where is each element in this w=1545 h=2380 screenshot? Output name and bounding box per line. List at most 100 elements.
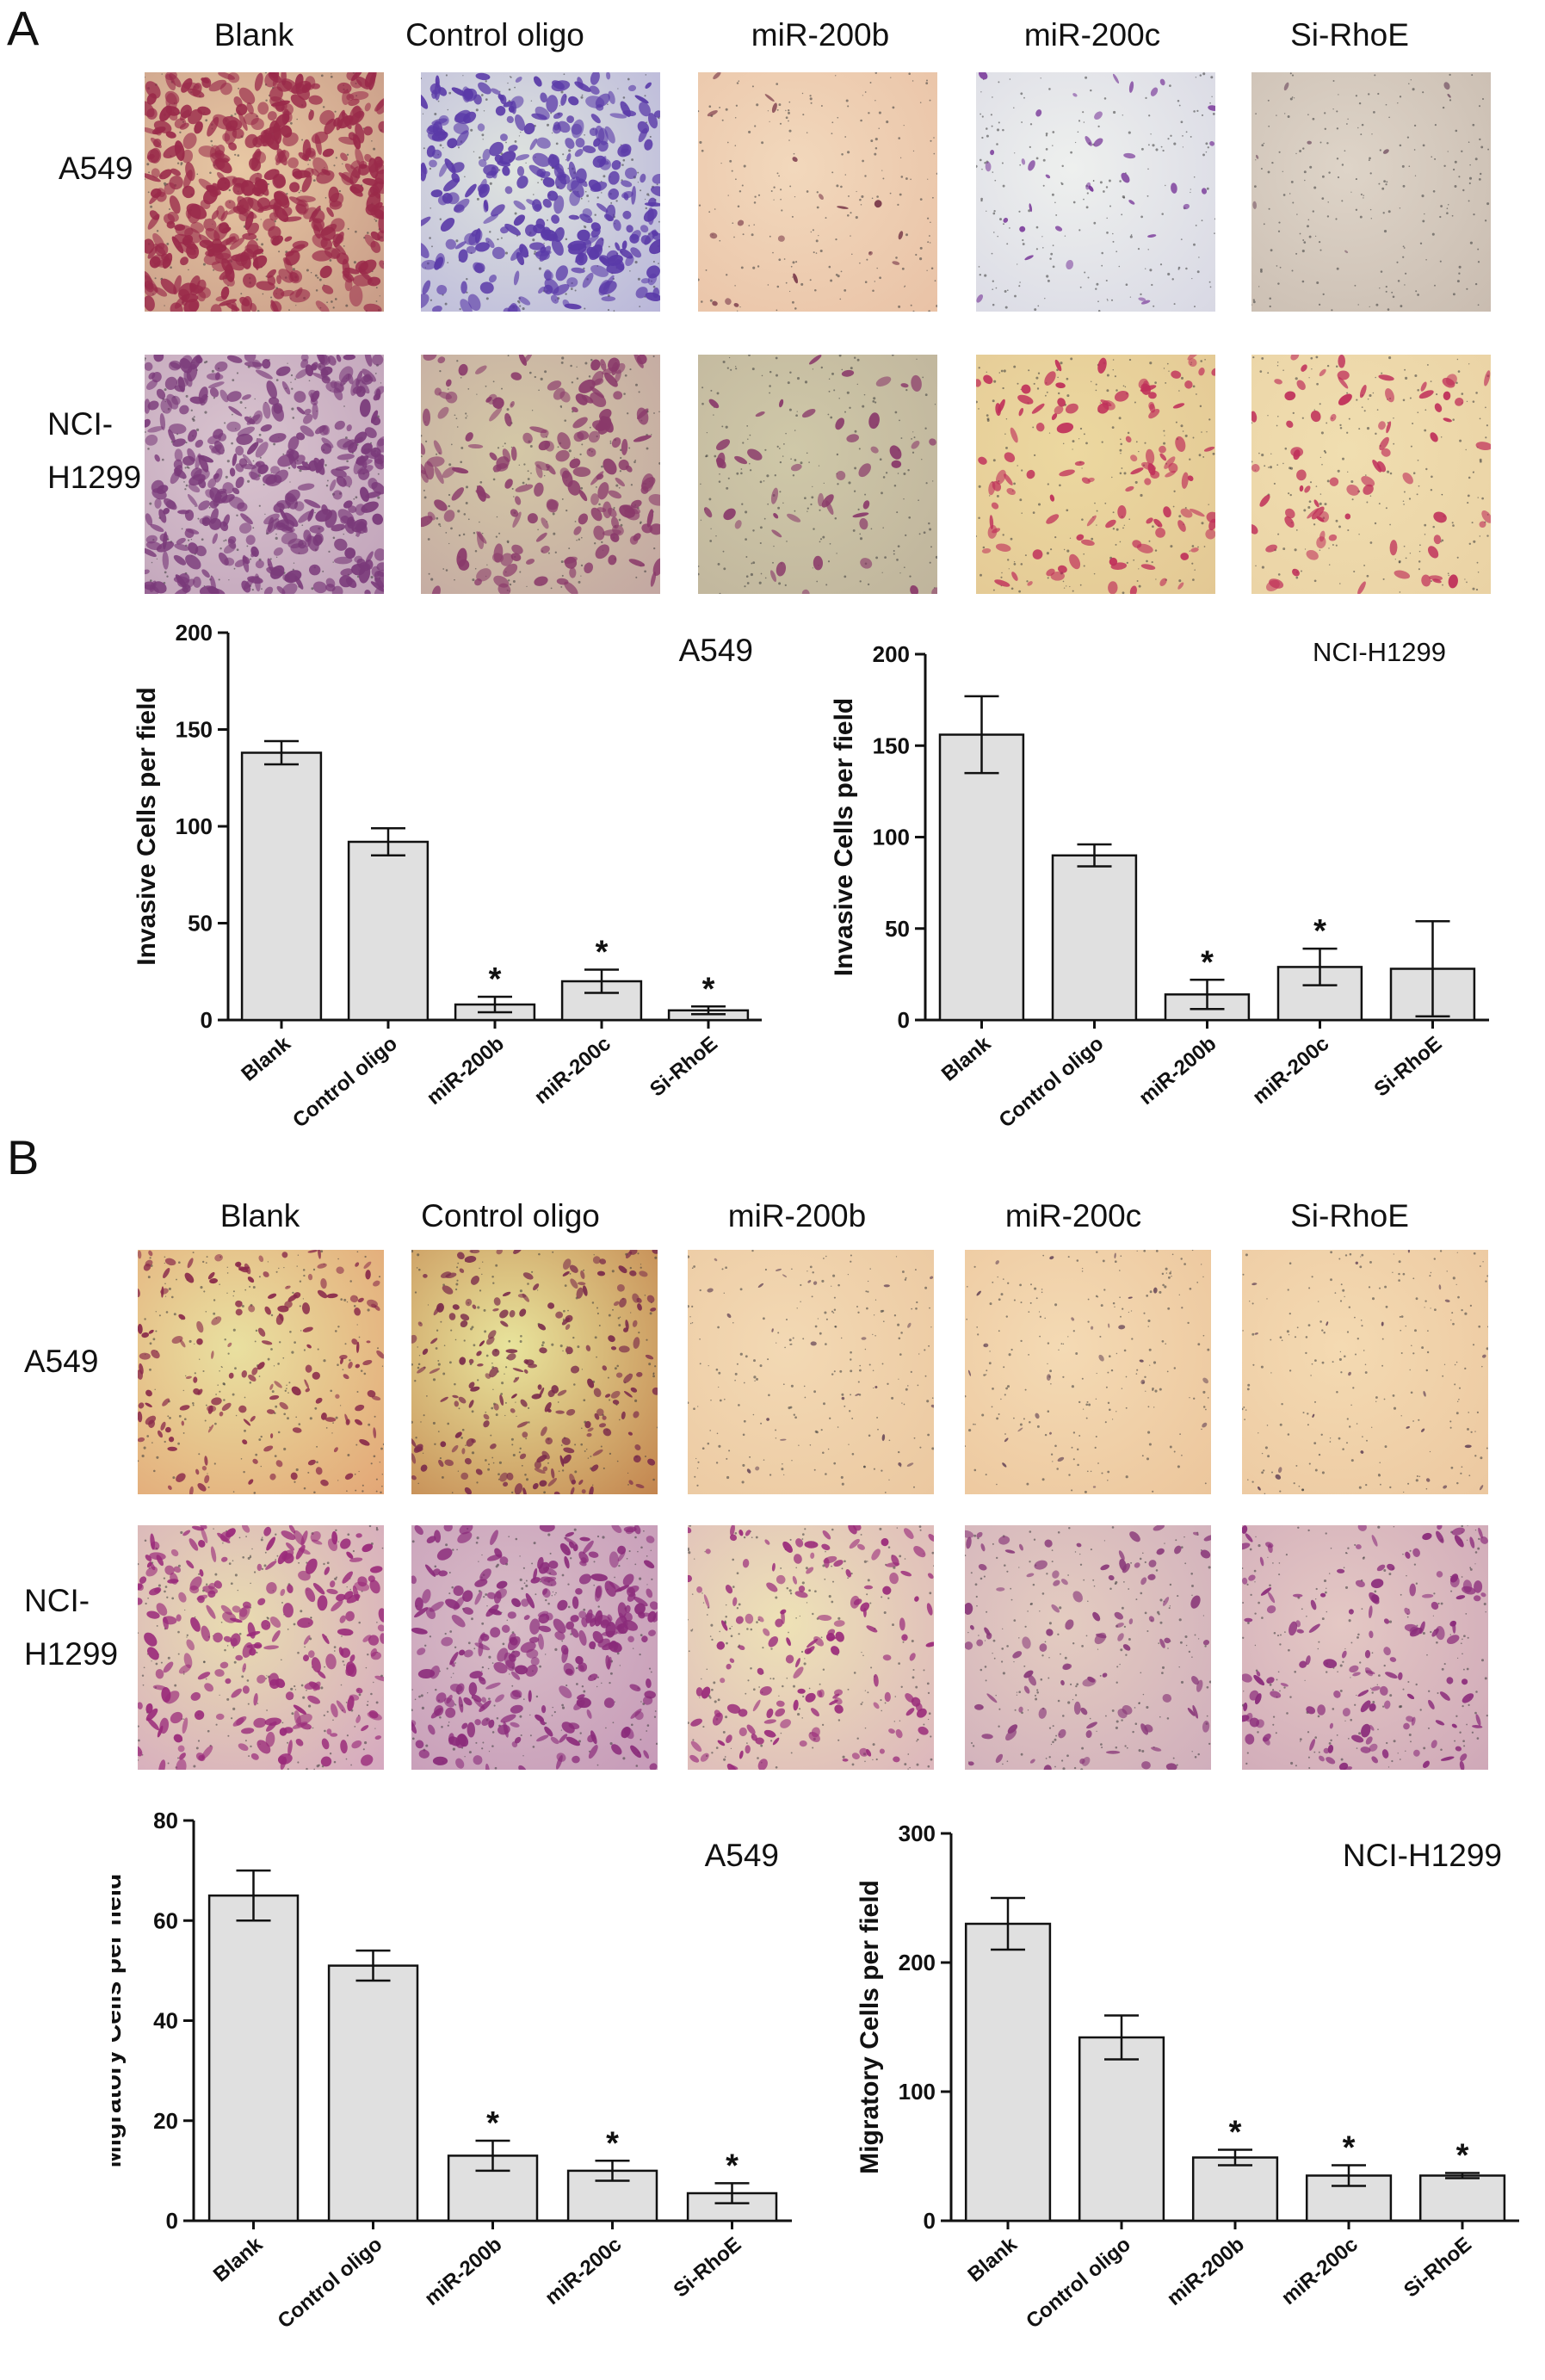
x-tick-label: Control oligo — [288, 1032, 402, 1133]
micrograph-b-h1299-si-rhoe — [1242, 1525, 1488, 1770]
x-tick-label: miR-200b — [420, 2233, 506, 2310]
micrograph-a-a549-si-rhoe — [1251, 72, 1491, 312]
significance-marker: * — [606, 2125, 619, 2161]
significance-marker: * — [489, 961, 502, 998]
micrograph-b-h1299-mir200c — [965, 1525, 1211, 1770]
bar — [209, 1895, 298, 2221]
bar — [1053, 856, 1136, 1020]
x-tick-label: miR-200c — [541, 2233, 626, 2309]
y-axis-label: Migratory Cells per field — [112, 1874, 127, 2168]
y-tick-label: 60 — [153, 1907, 178, 1933]
panel-b-col-mir200c: miR-200c — [944, 1198, 1202, 1234]
chart-title: NCI-H1299 — [1313, 637, 1446, 667]
panel-a-col-mir200b: miR-200b — [691, 17, 949, 53]
x-tick-label: Si-RhoE — [1400, 2233, 1476, 2303]
significance-marker: * — [596, 935, 609, 971]
y-axis-label: Invasive Cells per field — [133, 687, 161, 965]
significance-marker: * — [1456, 2138, 1469, 2174]
y-tick-label: 0 — [201, 1007, 213, 1033]
panel-a-col-blank: Blank — [125, 17, 383, 53]
y-axis-label: Invasive Cells per field — [830, 698, 858, 976]
micrograph-a-a549-control — [421, 72, 660, 312]
bar — [940, 735, 1023, 1021]
x-tick-label: Blank — [209, 2232, 268, 2286]
micrograph-a-h1299-mir200c — [976, 355, 1215, 594]
panel-b-col-si-rhoe: Si-RhoE — [1221, 1198, 1479, 1234]
x-tick-label: Control oligo — [995, 1032, 1109, 1133]
micrograph-a-a549-mir200b — [698, 72, 937, 312]
x-tick-label: miR-200c — [1277, 2233, 1363, 2309]
x-tick-label: Blank — [963, 2232, 1022, 2286]
micrograph-b-h1299-blank — [138, 1525, 384, 1770]
micrograph-b-a549-blank — [138, 1250, 384, 1494]
y-tick-label: 40 — [153, 2008, 178, 2034]
y-tick-label: 100 — [873, 825, 910, 850]
y-tick-label: 50 — [885, 916, 910, 942]
bar — [1420, 2176, 1505, 2222]
chart-title: A549 — [705, 1838, 779, 1873]
y-tick-label: 150 — [873, 733, 910, 758]
significance-marker: * — [702, 971, 715, 1007]
significance-marker: * — [1343, 2130, 1356, 2167]
micrograph-b-a549-mir200b — [688, 1250, 934, 1494]
y-tick-label: 0 — [898, 1007, 910, 1033]
micrograph-b-a549-mir200c — [965, 1250, 1211, 1494]
significance-marker: * — [1201, 944, 1214, 980]
significance-marker: * — [1313, 913, 1326, 949]
micrograph-a-a549-mir200c — [976, 72, 1215, 312]
significance-marker: * — [726, 2148, 739, 2184]
panel-a-row-a549: A549 — [59, 142, 133, 195]
panel-a-col-control-oligo: Control oligo — [366, 17, 624, 53]
y-tick-label: 200 — [873, 641, 910, 667]
y-tick-label: 50 — [188, 911, 213, 937]
panel-b-row-a549: A549 — [24, 1335, 98, 1388]
x-tick-label: Si-RhoE — [1370, 1032, 1447, 1102]
panel-letter-a: A — [7, 0, 39, 56]
x-tick-label: miR-200b — [1163, 2233, 1249, 2310]
y-tick-label: 100 — [899, 2079, 936, 2105]
micrograph-b-h1299-control — [411, 1525, 658, 1770]
panel-a-row-h1299: NCI- H1299 — [47, 398, 141, 504]
bar — [1193, 2158, 1277, 2222]
significance-marker: * — [1229, 2115, 1242, 2151]
bar — [242, 753, 321, 1021]
micrograph-b-a549-si-rhoe — [1242, 1250, 1488, 1494]
micrograph-a-h1299-control — [421, 355, 660, 594]
micrograph-a-h1299-si-rhoe — [1251, 355, 1491, 594]
panel-b-col-control-oligo: Control oligo — [381, 1198, 640, 1234]
panel-letter-b: B — [7, 1129, 39, 1185]
y-tick-label: 0 — [924, 2208, 936, 2234]
x-tick-label: Si-RhoE — [670, 2233, 746, 2303]
x-tick-label: Blank — [237, 1031, 295, 1085]
chart-title: NCI-H1299 — [1343, 1838, 1502, 1873]
micrograph-a-h1299-mir200b — [698, 355, 937, 594]
chart-title: A549 — [679, 633, 753, 668]
x-tick-label: miR-200c — [530, 1032, 615, 1109]
bar — [966, 1924, 1050, 2221]
micrograph-b-a549-control — [411, 1250, 658, 1494]
y-tick-label: 200 — [176, 620, 213, 646]
y-tick-label: 80 — [153, 1808, 178, 1833]
panel-b-col-blank: Blank — [131, 1198, 389, 1234]
panel-a-col-si-rhoe: Si-RhoE — [1221, 17, 1479, 53]
micrograph-a-a549-blank — [145, 72, 384, 312]
y-tick-label: 150 — [176, 717, 213, 743]
y-tick-label: 200 — [899, 1950, 936, 1975]
x-tick-label: miR-200b — [1134, 1032, 1221, 1110]
x-tick-label: Blank — [937, 1031, 996, 1085]
x-tick-label: Control oligo — [274, 2233, 387, 2334]
x-tick-label: miR-200b — [423, 1032, 509, 1110]
panel-a-col-mir200c: miR-200c — [963, 17, 1221, 53]
bar — [349, 842, 428, 1020]
x-tick-label: Control oligo — [1022, 2233, 1135, 2334]
micrograph-b-h1299-mir200b — [688, 1525, 934, 1770]
x-tick-label: Si-RhoE — [646, 1032, 722, 1102]
panel-b-col-mir200b: miR-200b — [668, 1198, 926, 1234]
panel-b-row-h1299: NCI- H1299 — [24, 1574, 118, 1681]
chart-migratory-a549: A549 Migratory Cells per field 0 20 40 60 80 Bl… — [112, 1808, 826, 2376]
y-tick-label: 20 — [153, 2108, 178, 2134]
y-tick-label: 0 — [166, 2208, 178, 2234]
x-tick-label: miR-200c — [1248, 1032, 1333, 1109]
